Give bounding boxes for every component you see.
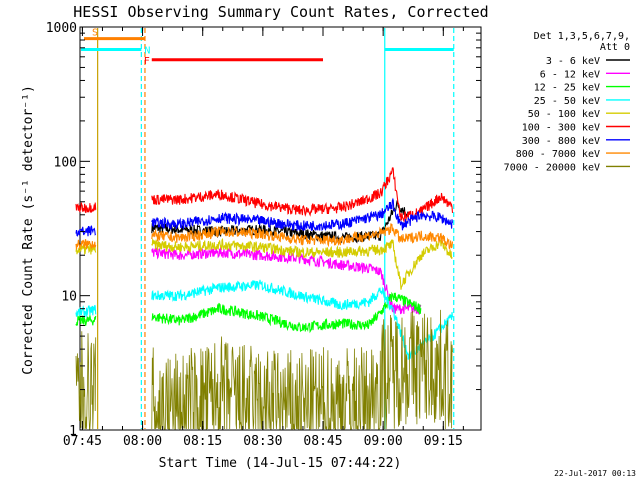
legend-label: 3 - 6 keV bbox=[546, 56, 600, 67]
axes-group: 1 10 100 1000 07:45 08:00 08:15 08:30 08:45 09:00… bbox=[46, 21, 481, 449]
x-tick-label: 09:00 bbox=[364, 434, 403, 449]
flag-label: S bbox=[92, 28, 98, 39]
legend-label: 25 - 50 keV bbox=[534, 96, 600, 107]
legend: Det 1,3,5,6,7,9,Att 03 - 6 keV 6 - 12 keV… bbox=[504, 31, 630, 173]
series-line bbox=[75, 304, 97, 318]
x-tick-label: 08:00 bbox=[123, 434, 162, 449]
footer-date: 22-Jul-2017 00:13 bbox=[554, 469, 636, 478]
series-line bbox=[151, 167, 454, 223]
series-line bbox=[151, 237, 453, 290]
x-tick-label: 08:45 bbox=[303, 434, 342, 449]
flag-label: F bbox=[144, 56, 150, 67]
chart-title: HESSI Observing Summary Count Rates, Cor… bbox=[73, 3, 488, 21]
series-line bbox=[75, 331, 97, 430]
flag-label: N bbox=[144, 45, 150, 56]
legend-label: 12 - 25 keV bbox=[534, 83, 600, 94]
series-line bbox=[151, 291, 422, 334]
plot-frame bbox=[79, 26, 482, 431]
series-line bbox=[151, 279, 454, 360]
legend-label: 50 - 100 keV bbox=[528, 109, 600, 120]
legend-label: 800 - 7000 keV bbox=[516, 149, 600, 160]
y-tick-label: 1000 bbox=[46, 21, 77, 36]
series-line bbox=[151, 309, 453, 430]
legend-header: Att 0 bbox=[600, 42, 630, 53]
series-line bbox=[75, 202, 97, 213]
x-tick-label: 08:15 bbox=[183, 434, 222, 449]
y-axis-label: Corrected Count Rate (s⁻¹ detector⁻¹) bbox=[21, 85, 36, 375]
legend-header: Det 1,3,5,6,7,9, bbox=[534, 31, 630, 42]
y-tick-label: 100 bbox=[54, 155, 77, 170]
x-tick-label: 08:30 bbox=[243, 434, 282, 449]
x-tick-label: 09:15 bbox=[424, 434, 463, 449]
y-tick-label: 1 bbox=[69, 424, 77, 439]
series-line bbox=[151, 223, 454, 250]
series-line bbox=[151, 197, 454, 232]
series-group bbox=[75, 167, 454, 430]
series-line bbox=[151, 245, 422, 315]
series-line bbox=[75, 239, 97, 250]
x-tick-label: 07:45 bbox=[63, 434, 102, 449]
legend-label: 100 - 300 keV bbox=[522, 123, 600, 134]
legend-label: 300 - 800 keV bbox=[522, 136, 600, 147]
series-line bbox=[75, 225, 97, 237]
legend-label: 7000 - 20000 keV bbox=[504, 162, 600, 173]
flag-bars: S NF bbox=[81, 28, 454, 67]
series-line bbox=[75, 314, 97, 326]
x-axis-label: Start Time (14-Jul-15 07:44:22) bbox=[159, 456, 402, 471]
legend-label: 6 - 12 keV bbox=[540, 69, 600, 80]
y-tick-label: 10 bbox=[61, 290, 77, 305]
